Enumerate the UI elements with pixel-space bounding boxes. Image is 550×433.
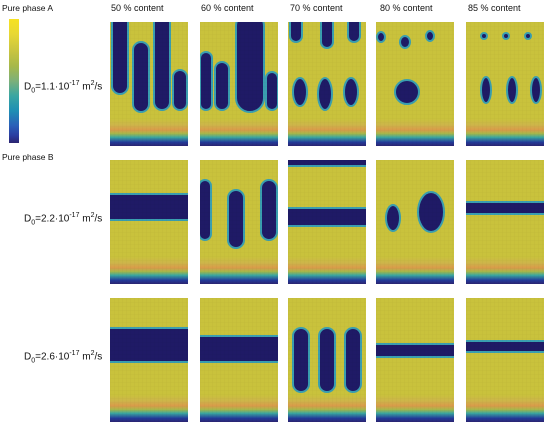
simulation-tile — [466, 298, 544, 422]
simulation-tile — [200, 160, 278, 284]
mesh-overlay — [466, 22, 544, 146]
mesh-overlay — [200, 298, 278, 422]
simulation-tile — [288, 298, 366, 422]
mesh-overlay — [288, 22, 366, 146]
row-label-1: D0=1.1·10-17 m2/s — [24, 80, 103, 95]
colorbar — [9, 19, 19, 143]
mesh-overlay — [288, 298, 366, 422]
simulation-tile — [376, 160, 454, 284]
legend-bottom-label: Pure phase B — [2, 152, 54, 162]
mesh-overlay — [110, 298, 188, 422]
simulation-tile — [466, 160, 544, 284]
column-header-60: 60 % content — [201, 3, 254, 13]
simulation-tile — [288, 22, 366, 146]
mesh-overlay — [200, 160, 278, 284]
simulation-tile — [376, 22, 454, 146]
simulation-tile — [376, 298, 454, 422]
simulation-tile — [200, 22, 278, 146]
simulation-tile — [466, 22, 544, 146]
mesh-overlay — [376, 22, 454, 146]
legend-top-label: Pure phase A — [2, 3, 54, 13]
row-label-3: D0=2.6·10-17 m2/s — [24, 350, 103, 365]
column-header-70: 70 % content — [290, 3, 343, 13]
simulation-tile — [110, 160, 188, 284]
column-header-50: 50 % content — [111, 3, 164, 13]
row-label-2: D0=2.2·10-17 m2/s — [24, 212, 103, 227]
mesh-overlay — [288, 160, 366, 284]
simulation-tile — [110, 298, 188, 422]
mesh-overlay — [376, 160, 454, 284]
column-header-85: 85 % content — [468, 3, 521, 13]
simulation-tile — [288, 160, 366, 284]
mesh-overlay — [376, 298, 454, 422]
mesh-overlay — [200, 22, 278, 146]
mesh-overlay — [110, 22, 188, 146]
mesh-overlay — [466, 298, 544, 422]
mesh-overlay — [110, 160, 188, 284]
simulation-tile — [110, 22, 188, 146]
simulation-tile — [200, 298, 278, 422]
column-header-80: 80 % content — [380, 3, 433, 13]
mesh-overlay — [466, 160, 544, 284]
